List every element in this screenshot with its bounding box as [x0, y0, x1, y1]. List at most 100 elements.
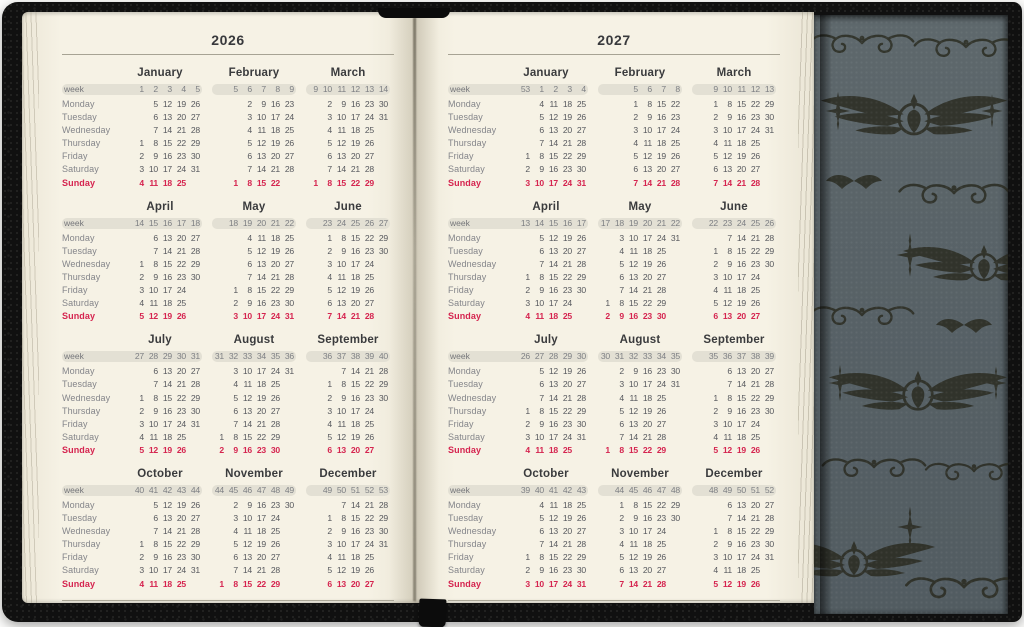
date-cell	[212, 258, 226, 271]
date-cell	[282, 525, 296, 538]
date-row: 2 9 16 23 30	[598, 512, 682, 525]
date-cell: 28	[764, 513, 774, 524]
date-cell: 13	[736, 499, 746, 510]
date-row: 2 9 16 23 30	[598, 365, 682, 378]
date-cell	[504, 444, 518, 457]
month-name: June	[720, 200, 748, 213]
date-cell: 6	[327, 444, 332, 455]
date-cell: 20	[270, 151, 280, 162]
date-row: 7 14 21 28	[504, 258, 588, 271]
month-block: April 14 15 16 17 18 6 13 20 27 7 14 21 28 1 8 15 22 29 2 9 1…	[118, 199, 202, 324]
week-number: 40	[378, 351, 388, 362]
date-cell: 21	[256, 565, 266, 576]
date-row: 4 11 18 25	[504, 499, 588, 512]
date-cell: 12	[722, 298, 732, 309]
date-row: 7 14 21 28	[692, 232, 776, 245]
date-cell: 30	[190, 552, 200, 563]
week-number: 48	[708, 484, 718, 495]
week-number: 43	[576, 484, 586, 495]
week-number: 27	[134, 351, 144, 362]
date-row: 1 8 15 22 29	[692, 525, 776, 538]
date-cell	[306, 310, 320, 323]
date-cell: 19	[350, 285, 360, 296]
date-cell: 12	[162, 499, 172, 510]
year-divider	[62, 54, 394, 55]
date-cell	[306, 378, 320, 391]
date-row: 7 14 21 28	[212, 564, 296, 577]
week-number: 31	[214, 351, 224, 362]
date-cell	[118, 365, 132, 378]
date-cell: 26	[364, 285, 374, 296]
week-number-row: 35 36 37 38 39	[692, 351, 776, 363]
date-cell	[692, 378, 706, 391]
date-cell: 5	[713, 298, 718, 309]
date-cell: 2	[233, 298, 238, 309]
week-number	[306, 218, 320, 229]
date-cell: 8	[233, 578, 238, 589]
date-cell	[306, 551, 320, 564]
date-row: 6 13 20 27	[598, 564, 682, 577]
month-block: December 48 49 50 51 52 6 13 20 27 7 14 21 28 1 8 15 22 29…	[692, 466, 776, 591]
date-row: 4 11 18 25	[212, 378, 296, 391]
date-cell	[306, 512, 320, 525]
cover-texture	[814, 15, 1008, 614]
day-label-column: week Monday Tuesday Wednesday Thursday Friday…	[448, 466, 504, 591]
month-name: July	[148, 334, 172, 347]
date-cell: 4	[139, 578, 144, 589]
date-cell: 29	[656, 298, 666, 309]
date-cell: 17	[256, 311, 266, 322]
date-cell: 22	[562, 151, 572, 162]
date-cell: 23	[176, 271, 186, 282]
day-label: Friday	[448, 151, 474, 162]
date-row: 7 14 21 28	[118, 245, 202, 258]
date-cell	[612, 124, 626, 137]
date-cell: 7	[341, 499, 346, 510]
date-cell: 12	[722, 151, 732, 162]
date-cell	[504, 111, 518, 124]
date-cell: 2	[633, 112, 638, 123]
date-cell	[668, 418, 682, 431]
date-cell	[212, 499, 226, 512]
month-block: February 5 6 7 8 9 2 9 16 23 3 10 17 24 4 11 18 25 5 12 19 26…	[212, 65, 296, 190]
date-cell: 5	[139, 311, 144, 322]
date-cell: 13	[628, 418, 638, 429]
date-cell	[598, 124, 612, 137]
week-number: 2	[153, 84, 158, 94]
date-cell: 30	[764, 258, 774, 269]
date-cell: 19	[562, 366, 572, 377]
date-row: 4 11 18 25	[118, 177, 202, 190]
date-cell: 10	[628, 526, 638, 537]
date-row: 6 13 20 27	[118, 365, 202, 378]
date-cell	[692, 405, 706, 418]
date-cell: 20	[562, 526, 572, 537]
day-label: Wednesday	[448, 125, 497, 136]
date-cell	[692, 392, 706, 405]
date-cell: 14	[350, 499, 360, 510]
week-number-row: 9 10 11 12 13 14	[306, 84, 390, 95]
date-cell: 14	[736, 379, 746, 390]
date-row: 1 8 15 22 29	[306, 177, 390, 190]
week-number: 47	[256, 484, 266, 495]
date-row: 2 9 16 23 30	[212, 297, 296, 310]
page-2026: 2026 week Monday Tuesday Wednesday Thursday F…	[22, 12, 415, 603]
date-cell: 22	[176, 539, 186, 550]
date-cell: 17	[350, 258, 360, 269]
month-name: November	[225, 467, 283, 480]
date-row: 1 8 15 22 29	[306, 378, 390, 391]
date-cell: 18	[656, 138, 666, 149]
date-cell	[212, 538, 226, 551]
date-cell: 1	[713, 245, 718, 256]
date-cell: 12	[642, 151, 652, 162]
date-cell	[118, 124, 132, 137]
date-row: 1 8 15 22	[598, 98, 682, 111]
date-cell: 14	[350, 366, 360, 377]
week-number: 50	[336, 484, 346, 495]
week-number: 9	[713, 84, 718, 94]
date-cell: 30	[284, 499, 294, 510]
date-cell: 12	[336, 565, 346, 576]
date-row: 5 12 19 26	[504, 365, 588, 378]
week-number: 11	[337, 84, 346, 94]
date-row: 4 11 18 25	[598, 137, 682, 150]
date-cell: 25	[562, 444, 572, 455]
